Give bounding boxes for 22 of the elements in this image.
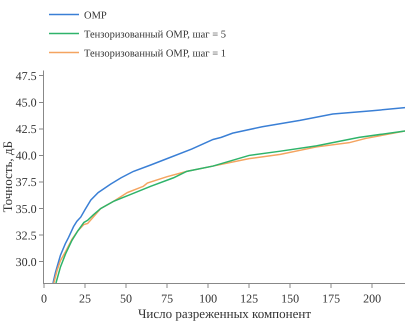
y-axis-title: Точность, дБ bbox=[0, 140, 15, 212]
x-tick-label: 150 bbox=[281, 291, 300, 306]
legend-label: Тензоризованный ОМР, шаг = 5 bbox=[84, 30, 226, 41]
x-axis-title: Число разреженных компонент bbox=[138, 306, 312, 321]
x-tick-label: 125 bbox=[240, 291, 258, 306]
x-tick-label: 75 bbox=[161, 291, 174, 306]
y-tick-label: 35.0 bbox=[16, 202, 37, 216]
x-tick-label: 0 bbox=[41, 291, 47, 306]
y-tick-label: 37.5 bbox=[16, 175, 37, 190]
legend-label: Тензоризованный ОМР, шаг = 1 bbox=[84, 48, 226, 60]
y-tick-label: 30.0 bbox=[16, 254, 37, 269]
x-tick-label: 100 bbox=[199, 291, 218, 306]
y-tick-label: 40.0 bbox=[16, 148, 37, 163]
y-tick-label: 47.5 bbox=[16, 68, 37, 83]
y-tick-label: 32.5 bbox=[16, 228, 37, 242]
y-tick-label: 45.0 bbox=[16, 95, 37, 110]
x-tick-label: 175 bbox=[322, 291, 340, 306]
x-tick-label: 25 bbox=[79, 291, 92, 306]
x-tick-label: 50 bbox=[120, 291, 132, 306]
x-tick-label: 200 bbox=[363, 291, 382, 306]
y-tick-label: 42.5 bbox=[16, 122, 37, 136]
legend-label: OMP bbox=[84, 10, 107, 22]
